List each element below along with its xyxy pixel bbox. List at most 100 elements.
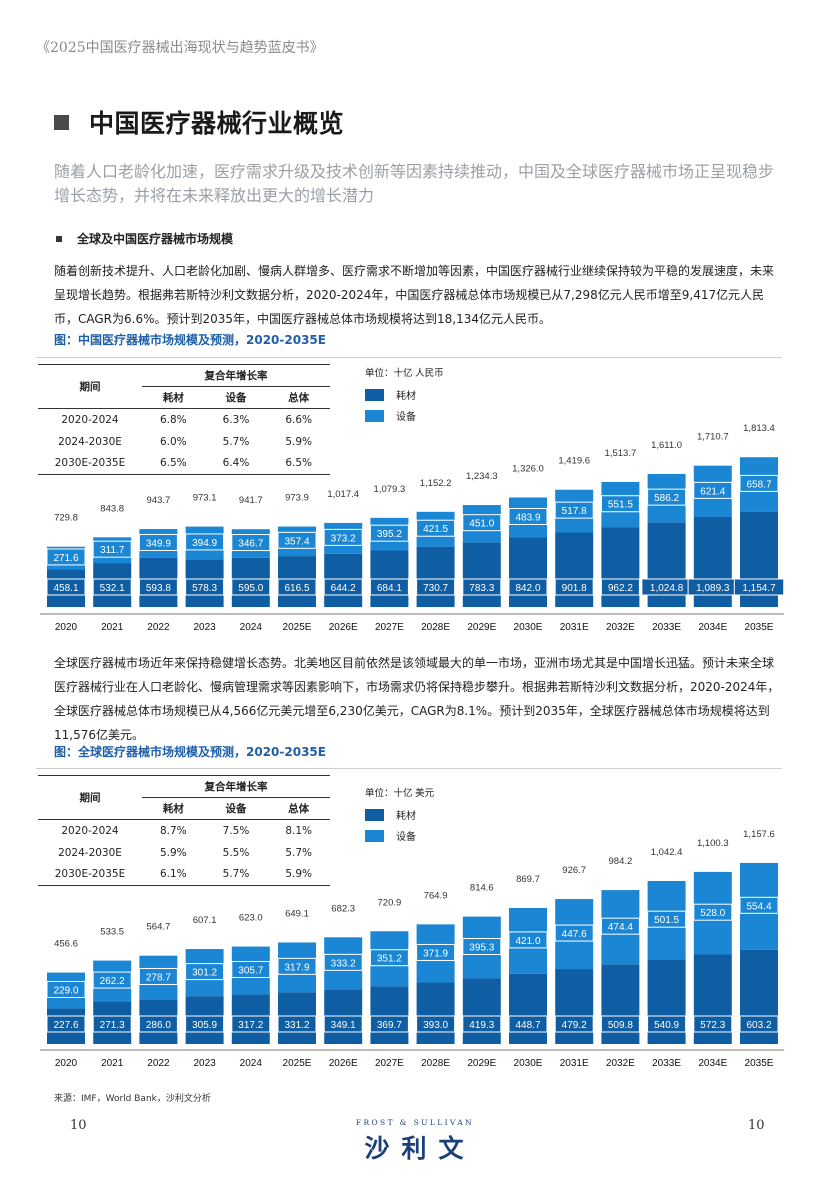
data-label-consumables: 271.3	[100, 1020, 125, 1031]
data-label-total: 720.9	[378, 897, 402, 908]
x-tick-label: 2020	[55, 622, 78, 633]
data-label-box	[138, 534, 178, 552]
frost-sullivan-logo: FROST & SULLIVAN 沙利文	[345, 1118, 485, 1165]
cagr-period: 2030E-2035E	[38, 863, 142, 886]
data-label-total: 941.7	[239, 495, 263, 506]
cagr-value: 6.1%	[142, 863, 205, 886]
legend-swatch	[365, 830, 384, 842]
cagr-value: 5.7%	[204, 863, 268, 886]
data-label-box	[231, 1015, 271, 1033]
cagr-col-consumables: 耗材	[142, 386, 205, 409]
data-label-box	[323, 953, 363, 971]
x-tick-label: 2025E	[283, 622, 312, 633]
data-label-box	[369, 1015, 409, 1033]
data-label-box	[693, 1015, 733, 1033]
global-market-paragraph: 全球医疗器械市场近年来保持稳健增长态势。北美地区目前依然是该领域最大的单一市场，…	[54, 656, 780, 742]
data-label-box	[416, 1015, 456, 1033]
cagr-col-equipment: 设备	[204, 386, 268, 409]
data-label-equipment: 305.7	[238, 965, 263, 976]
x-tick-label: 2034E	[698, 622, 727, 633]
data-label-equipment: 586.2	[654, 493, 679, 504]
subsection-title: 全球及中国医疗器械市场规模	[77, 232, 234, 246]
data-label-total: 1,813.4	[743, 423, 775, 434]
data-label-total: 1,326.0	[512, 463, 544, 474]
data-label-total: 533.5	[100, 927, 124, 938]
section-square-icon	[54, 114, 69, 130]
china-market-paragraph: 随着创新技术提升、人口老龄化加剧、慢病人群增多、医疗需求不断增加等因素，中国医疗…	[54, 264, 775, 326]
legend-label: 设备	[396, 830, 416, 843]
chart-unit-label: 单位：十亿 美元	[365, 787, 435, 799]
data-label-consumables: 783.3	[469, 583, 494, 594]
data-label-box	[647, 910, 687, 928]
china-cagr-table: 期间 复合年增长率 耗材 设备 总体 2020-2024 6.8% 6.3% 6…	[38, 364, 330, 475]
x-tick-label: 2031E	[560, 1058, 589, 1069]
data-label-total: 456.6	[54, 939, 78, 950]
data-label-equipment: 333.2	[331, 958, 356, 969]
x-tick-label: 2023	[193, 1058, 216, 1069]
x-tick-label: 2028E	[421, 1058, 450, 1069]
data-label-total: 1,152.2	[420, 478, 452, 489]
data-label-box	[462, 938, 502, 956]
data-label-consumables: 286.0	[146, 1020, 171, 1031]
table-row: 2030E-2035E 6.1% 5.7% 5.9%	[38, 863, 330, 886]
data-label-box	[416, 578, 456, 596]
data-label-equipment: 229.0	[53, 985, 78, 996]
data-label-consumables: 901.8	[562, 583, 587, 594]
data-label-equipment: 346.7	[238, 539, 263, 550]
x-tick-label: 2028E	[421, 622, 450, 633]
data-label-box	[231, 534, 271, 552]
cagr-period-header: 期间	[38, 775, 142, 820]
bullet-square-icon	[56, 235, 62, 242]
cagr-group-header: 复合年增长率	[142, 364, 330, 387]
x-tick-label: 2026E	[329, 622, 358, 633]
data-label-box	[647, 488, 687, 506]
data-label-total: 1,017.4	[327, 489, 359, 500]
x-tick-label: 2025E	[283, 1058, 312, 1069]
cagr-value: 5.9%	[159, 846, 187, 859]
cagr-value: 5.7%	[222, 435, 250, 448]
data-label-box	[554, 1015, 594, 1033]
data-label-box	[185, 1015, 225, 1033]
x-tick-label: 2024	[240, 1058, 263, 1069]
data-label-consumables: 331.2	[284, 1020, 309, 1031]
data-label-total: 623.0	[239, 913, 263, 924]
data-label-total: 682.3	[331, 903, 355, 914]
legend-label: 设备	[396, 410, 416, 423]
data-label-equipment: 421.0	[515, 936, 540, 947]
data-label-equipment: 658.7	[746, 479, 771, 490]
data-label-equipment: 317.9	[284, 962, 309, 973]
data-label-equipment: 421.5	[423, 524, 448, 535]
cagr-value: 6.3%	[222, 413, 250, 426]
cagr-period: 2020-2024	[61, 824, 119, 837]
x-tick-label: 2034E	[698, 1058, 727, 1069]
data-label-box	[416, 519, 456, 537]
bar-consumables	[555, 969, 594, 1044]
data-label-box	[231, 578, 271, 596]
x-tick-label: 2035E	[745, 1058, 774, 1069]
logo-chinese: 沙利文	[364, 1134, 476, 1163]
data-label-consumables: 532.1	[100, 583, 125, 594]
figure-divider	[36, 357, 782, 358]
data-label-box	[92, 1015, 132, 1033]
data-label-box	[693, 481, 733, 499]
data-label-total: 1,079.3	[374, 484, 406, 495]
data-label-box	[739, 1015, 779, 1033]
cagr-value: 8.7%	[159, 824, 187, 837]
data-label-total: 564.7	[147, 922, 171, 933]
cagr-value: 5.9%	[285, 435, 312, 448]
data-label-total: 843.8	[100, 503, 124, 514]
bar-consumables	[509, 973, 547, 1044]
table-row: 2020-2024 6.8% 6.3% 6.6%	[38, 409, 330, 431]
bar-consumables	[416, 982, 455, 1044]
data-label-total: 869.7	[516, 874, 540, 885]
data-label-box	[138, 967, 178, 985]
data-label-total: 1,419.6	[558, 456, 590, 467]
data-label-box	[46, 1015, 86, 1033]
data-label-total: 649.1	[285, 908, 309, 919]
data-label-box	[600, 578, 640, 596]
data-label-total: 1,100.3	[697, 838, 729, 849]
data-label-total: 1,234.3	[466, 471, 498, 482]
bar-consumables	[462, 978, 501, 1044]
data-label-consumables: 349.1	[331, 1020, 356, 1031]
cagr-value: 5.9%	[267, 863, 330, 886]
